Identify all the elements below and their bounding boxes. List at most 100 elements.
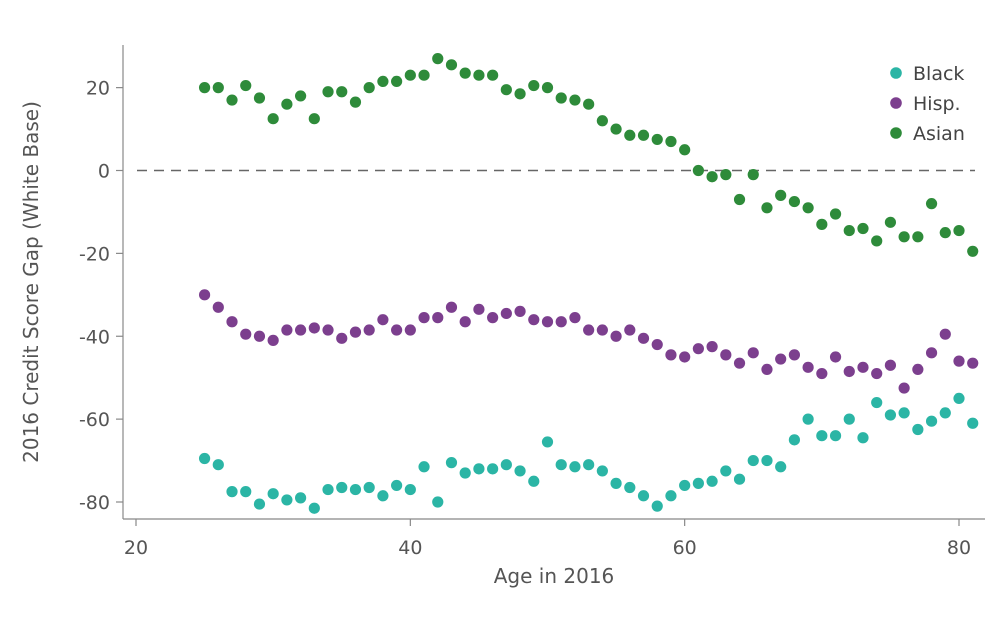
data-point <box>898 231 910 243</box>
data-point <box>898 407 910 419</box>
legend: Black Hisp. Asian <box>890 63 965 145</box>
data-point <box>706 341 718 353</box>
data-point <box>418 69 430 81</box>
data-point <box>775 353 787 365</box>
data-point <box>281 324 293 336</box>
data-point <box>500 459 512 471</box>
data-point <box>459 316 471 328</box>
data-point <box>829 208 842 220</box>
legend-label: Hisp. <box>913 93 961 115</box>
data-point <box>843 413 855 425</box>
legend-label: Asian <box>913 123 965 145</box>
data-point <box>281 98 293 110</box>
data-point <box>349 483 362 496</box>
data-point <box>720 169 732 181</box>
data-point <box>253 330 266 342</box>
data-point <box>336 86 348 98</box>
data-point <box>692 343 704 355</box>
series-asian <box>198 53 979 257</box>
data-point <box>583 98 595 110</box>
data-point <box>939 407 951 419</box>
data-point <box>884 216 897 228</box>
data-point <box>637 490 650 502</box>
data-point <box>953 355 965 367</box>
data-point <box>925 415 938 427</box>
data-point <box>322 324 334 336</box>
data-point <box>198 289 211 301</box>
data-point <box>212 82 224 94</box>
data-point <box>541 436 554 448</box>
data-point <box>377 490 389 502</box>
data-point <box>514 465 526 477</box>
data-point <box>253 498 266 510</box>
data-point <box>747 347 759 359</box>
data-point <box>665 135 677 148</box>
data-point <box>665 349 677 361</box>
data-point <box>363 324 375 336</box>
data-point <box>569 461 581 473</box>
data-point <box>363 82 375 94</box>
data-point <box>308 502 320 514</box>
data-point <box>857 222 869 235</box>
data-point <box>679 479 691 492</box>
data-point <box>637 129 650 141</box>
data-point <box>487 69 499 81</box>
series-black <box>198 392 979 514</box>
data-point <box>912 231 924 243</box>
data-point <box>802 361 814 373</box>
x-ticks: 20 40 60 80 <box>124 519 971 559</box>
data-point <box>459 67 471 79</box>
y-tick-label: -20 <box>79 243 110 265</box>
data-point <box>679 351 691 363</box>
data-point <box>212 301 224 313</box>
y-tick-label: -60 <box>79 409 110 431</box>
data-point <box>788 349 801 361</box>
data-point <box>514 88 526 100</box>
data-point <box>528 314 540 326</box>
legend-marker <box>890 127 902 139</box>
legend-marker <box>890 67 902 79</box>
data-point <box>487 463 499 475</box>
data-point <box>404 324 416 336</box>
data-point <box>240 79 252 92</box>
data-point <box>295 90 307 102</box>
data-point <box>308 113 320 125</box>
data-point <box>733 193 746 206</box>
data-point <box>761 363 773 375</box>
data-point <box>267 488 279 500</box>
data-point <box>391 324 403 336</box>
data-point <box>925 347 938 359</box>
data-point <box>953 392 965 405</box>
data-point <box>459 467 471 479</box>
data-point <box>418 461 430 473</box>
y-axis: -80 -60 -40 -20 0 20 <box>79 45 124 519</box>
data-point <box>349 96 362 108</box>
data-point <box>733 357 746 369</box>
data-point <box>198 452 211 465</box>
data-point <box>596 324 608 336</box>
data-point <box>692 477 704 489</box>
legend-label: Black <box>913 63 964 85</box>
data-point <box>322 483 334 496</box>
data-point <box>308 322 320 334</box>
data-point <box>829 430 842 442</box>
data-point <box>267 113 279 125</box>
data-point <box>569 312 581 324</box>
data-point <box>445 301 458 313</box>
data-point <box>775 461 787 473</box>
data-point <box>912 363 924 375</box>
data-point <box>226 316 238 328</box>
data-point <box>624 481 636 494</box>
data-point <box>610 123 622 135</box>
data-point <box>651 338 663 351</box>
data-point <box>898 382 910 394</box>
data-point <box>679 144 691 156</box>
data-point <box>555 316 567 328</box>
data-point <box>692 164 704 177</box>
data-point <box>500 307 512 320</box>
data-point <box>788 195 801 208</box>
data-point <box>857 361 869 373</box>
x-axis: 20 40 60 80 <box>123 518 985 559</box>
data-point <box>336 332 348 344</box>
